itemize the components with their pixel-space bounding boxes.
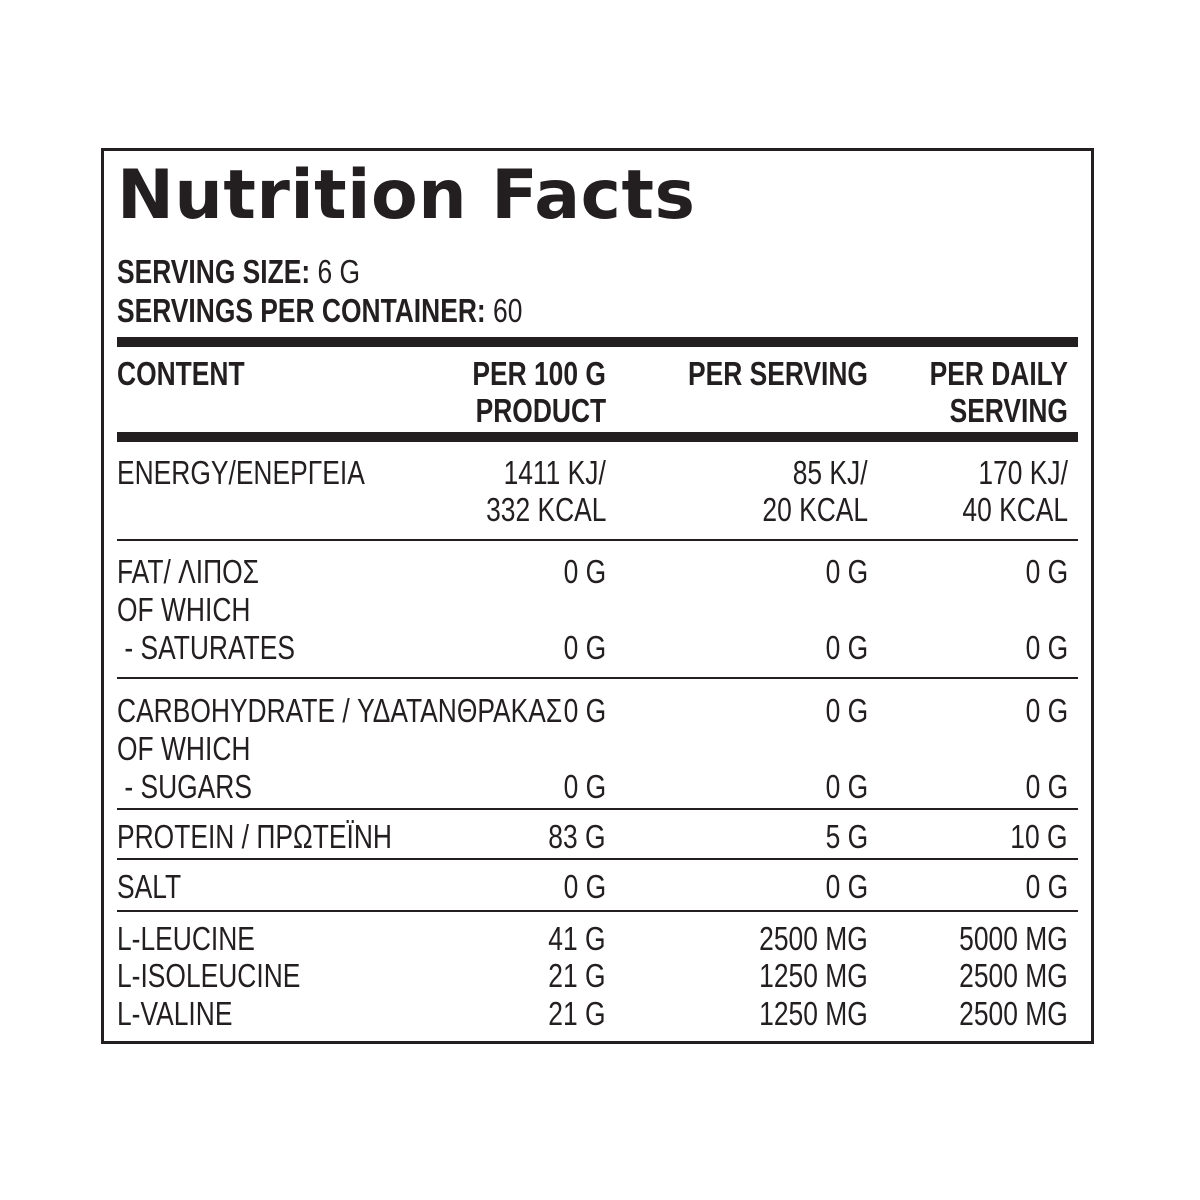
protein-serving: 5 G: [825, 818, 868, 855]
saturates-per100: 0 G: [563, 629, 606, 666]
thick-divider-header: [117, 432, 1078, 442]
servings-per-container: SERVINGS PER CONTAINER: 60: [117, 292, 624, 330]
saturates-daily: 0 G: [1025, 629, 1068, 666]
leucine-serving: 2500 MG: [759, 920, 868, 957]
sugars-serving: 0 G: [825, 768, 868, 805]
nutrition-facts-title: Nutrition Facts: [117, 156, 696, 235]
saturates-serving: 0 G: [825, 629, 868, 666]
leucine-label: L-LEUCINE: [117, 920, 255, 957]
salt-serving: 0 G: [825, 868, 868, 905]
energy-label: ENERGY/ΕΝΕΡΓΕΙΑ: [117, 454, 365, 491]
divider-salt: [117, 910, 1078, 912]
serving-size-value: 6 G: [317, 253, 361, 290]
nutrition-facts-panel: [101, 148, 1094, 1044]
fat-of-which-label: OF WHICH: [117, 591, 251, 628]
fat-label: FAT/ ΛΙΠΟΣ: [117, 553, 260, 590]
servings-per-container-value: 60: [493, 292, 523, 329]
header-per100-line2: PRODUCT: [475, 392, 606, 429]
carbohydrate-per100: 0 G: [563, 692, 606, 729]
divider-energy: [117, 539, 1078, 541]
isoleucine-label: L-ISOLEUCINE: [117, 957, 301, 994]
protein-label: PROTEIN / ΠΡΩΤΕΪΝΗ: [117, 818, 392, 855]
header-per100-line1: PER 100 G: [472, 355, 606, 392]
leucine-daily: 5000 MG: [959, 920, 1068, 957]
energy-daily-kj: 170 KJ/: [978, 454, 1068, 491]
protein-per100: 83 G: [548, 818, 606, 855]
divider-carbohydrate: [117, 808, 1078, 810]
valine-daily: 2500 MG: [959, 995, 1068, 1032]
energy-per100-kj: 1411 KJ/: [503, 454, 606, 491]
servings-per-container-label: SERVINGS PER CONTAINER:: [117, 292, 486, 329]
sugars-daily: 0 G: [1025, 768, 1068, 805]
energy-daily-kcal: 40 KCAL: [962, 491, 1068, 528]
header-content: CONTENT: [117, 355, 245, 392]
divider-fat: [117, 677, 1078, 679]
isoleucine-per100: 21 G: [548, 957, 606, 994]
valine-serving: 1250 MG: [759, 995, 868, 1032]
header-daily-line2: SERVING: [949, 392, 1068, 429]
header-daily-line1: PER DAILY: [929, 355, 1068, 392]
saturates-label: - SATURATES: [117, 629, 295, 666]
carbohydrate-serving: 0 G: [825, 692, 868, 729]
header-per-serving: PER SERVING: [688, 355, 868, 392]
serving-size-label: SERVING SIZE:: [117, 253, 311, 290]
fat-per100: 0 G: [563, 553, 606, 590]
serving-size: SERVING SIZE: 6 G: [117, 253, 421, 291]
fat-daily: 0 G: [1025, 553, 1068, 590]
leucine-per100: 41 G: [548, 920, 606, 957]
divider-protein: [117, 858, 1078, 860]
carb-of-which-label: OF WHICH: [117, 730, 251, 767]
fat-serving: 0 G: [825, 553, 868, 590]
salt-label: SALT: [117, 868, 182, 905]
salt-daily: 0 G: [1025, 868, 1068, 905]
thick-divider-top: [117, 337, 1078, 347]
isoleucine-daily: 2500 MG: [959, 957, 1068, 994]
valine-label: L-VALINE: [117, 995, 233, 1032]
energy-serving-kj: 85 KJ/: [793, 454, 868, 491]
carbohydrate-daily: 0 G: [1025, 692, 1068, 729]
energy-serving-kcal: 20 KCAL: [762, 491, 868, 528]
sugars-label: - SUGARS: [117, 768, 252, 805]
isoleucine-serving: 1250 MG: [759, 957, 868, 994]
salt-per100: 0 G: [563, 868, 606, 905]
valine-per100: 21 G: [548, 995, 606, 1032]
carbohydrate-label: CARBOHYDRATE / ΥΔΑΤΑΝΘΡΑΚΑΣ: [117, 692, 563, 729]
protein-daily: 10 G: [1010, 818, 1068, 855]
energy-per100-kcal: 332 KCAL: [485, 491, 606, 528]
sugars-per100: 0 G: [563, 768, 606, 805]
